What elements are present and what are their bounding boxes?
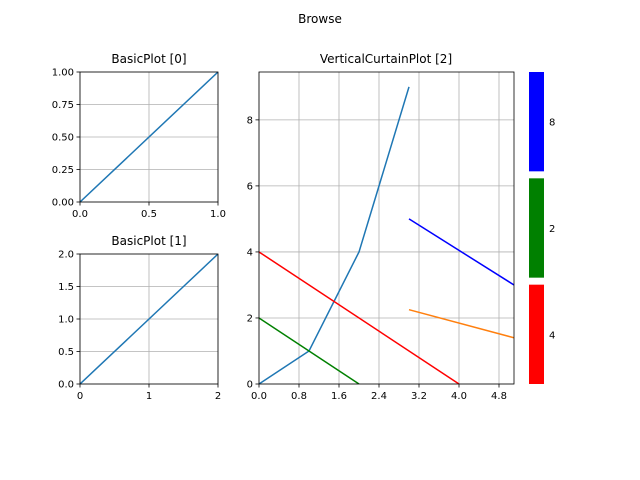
colorbar-label: 8 bbox=[549, 118, 555, 129]
basicplot-0-axes: BasicPlot [0] 0.0 0.5 1.0 0.00 0.25 0.50 0.75 1… bbox=[52, 52, 226, 220]
verticalcurtainplot-2-series-1 bbox=[408, 308, 514, 339]
verticalcurtainplot-2-title: VerticalCurtainPlot [2] bbox=[320, 52, 452, 66]
verticalcurtainplot-2-x-tick-label: 4.8 bbox=[491, 391, 507, 402]
colorbar-label: 4 bbox=[549, 330, 555, 341]
verticalcurtainplot-2-axes: VerticalCurtainPlot [2] 0.0 0.8 1.6 2.4 3.2 4… bbox=[247, 52, 515, 402]
basicplot-0-x-tick-label: 1.0 bbox=[210, 209, 226, 220]
verticalcurtainplot-2-y-tick-label: 6 bbox=[247, 181, 253, 192]
basicplot-1-axes: BasicPlot [1] 0 1 2 0.0 0.5 1.0 1.5 2.0 bbox=[58, 234, 221, 402]
basicplot-0-series-0 bbox=[80, 72, 218, 202]
basicplot-1-title: BasicPlot [1] bbox=[111, 234, 186, 248]
colorbar-segment-2 bbox=[529, 178, 544, 278]
basicplot-1-y-tick-label: 2.0 bbox=[58, 250, 74, 261]
verticalcurtainplot-2-x-tick-label: 2.4 bbox=[371, 391, 387, 402]
basicplot-1-y-tick-label: 1.0 bbox=[58, 315, 74, 326]
basicplot-0-x-tick-label: 0.5 bbox=[141, 209, 157, 220]
figure-title: Browse bbox=[298, 12, 342, 26]
basicplot-0-y-tick-label: 0.25 bbox=[52, 165, 74, 176]
basicplot-0-y-tick-label: 0.50 bbox=[52, 133, 74, 144]
verticalcurtainplot-2-x-tick-label: 0.0 bbox=[251, 391, 267, 402]
verticalcurtainplot-2-series-2 bbox=[259, 251, 460, 384]
colorbar: 4 2 8 bbox=[529, 72, 555, 384]
verticalcurtainplot-2-y-tick-label: 8 bbox=[247, 115, 253, 126]
verticalcurtainplot-2-x-tick-label: 0.8 bbox=[291, 391, 307, 402]
verticalcurtainplot-2-x-tick-label: 4.0 bbox=[451, 391, 467, 402]
verticalcurtainplot-2-series-3 bbox=[259, 317, 360, 384]
basicplot-0-x-tick-label: 0.0 bbox=[72, 209, 88, 220]
basicplot-0-y-tick-label: 1.00 bbox=[52, 68, 74, 79]
verticalcurtainplot-2-x-tick-label: 3.2 bbox=[411, 391, 427, 402]
basicplot-0-y-tick-label: 0.75 bbox=[52, 100, 74, 111]
basicplot-1-x-tick-label: 0 bbox=[77, 391, 83, 402]
basicplot-1-series-0 bbox=[80, 254, 218, 384]
basicplot-1-y-tick-label: 1.5 bbox=[58, 282, 74, 293]
colorbar-segment-4 bbox=[529, 284, 544, 384]
verticalcurtainplot-2-plot-area bbox=[259, 72, 514, 384]
verticalcurtainplot-2-y-tick-label: 4 bbox=[247, 247, 253, 258]
verticalcurtainplot-2-series-4 bbox=[408, 218, 514, 286]
verticalcurtainplot-2-y-tick-label: 0 bbox=[247, 380, 253, 391]
basicplot-1-y-tick-label: 0.0 bbox=[58, 380, 74, 391]
basicplot-0-title: BasicPlot [0] bbox=[111, 52, 186, 66]
colorbar-label: 2 bbox=[549, 224, 555, 235]
verticalcurtainplot-2-frame bbox=[258, 71, 515, 385]
basicplot-1-y-tick-label: 0.5 bbox=[58, 347, 74, 358]
verticalcurtainplot-2-x-tick-label: 1.6 bbox=[331, 391, 347, 402]
verticalcurtainplot-2-y-tick-label: 2 bbox=[247, 313, 253, 324]
basicplot-1-x-tick-label: 1 bbox=[146, 391, 152, 402]
basicplot-0-y-tick-label: 0.00 bbox=[52, 198, 74, 209]
colorbar-segment-8 bbox=[529, 72, 544, 172]
basicplot-1-x-tick-label: 2 bbox=[215, 391, 221, 402]
